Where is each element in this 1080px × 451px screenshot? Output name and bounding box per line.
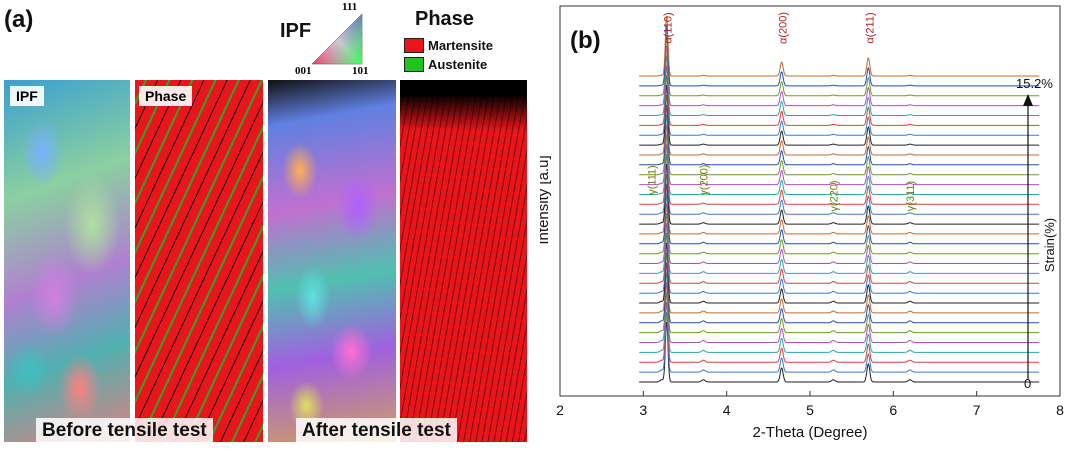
y-axis-label: Intensity [a.u] bbox=[540, 155, 552, 244]
peak-label: α(200) bbox=[778, 12, 790, 44]
series-line bbox=[639, 183, 1040, 245]
x-tick-label: 3 bbox=[639, 402, 647, 418]
series-line bbox=[639, 203, 1040, 264]
ipf-key-001: 001 bbox=[295, 65, 312, 77]
ipf-key-111: 111 bbox=[342, 1, 358, 13]
series-line bbox=[639, 134, 1040, 195]
strain-end-label: 15.2% bbox=[1016, 76, 1053, 91]
series-line bbox=[639, 213, 1040, 274]
series-line bbox=[639, 75, 1040, 136]
series-line bbox=[639, 114, 1040, 176]
series-line bbox=[639, 312, 1040, 373]
series-line bbox=[639, 282, 1040, 343]
peak-label: γ(200) bbox=[698, 164, 710, 195]
ipf-key-triangle-icon bbox=[311, 13, 363, 65]
series-line bbox=[639, 163, 1040, 225]
caption-after: After tensile test bbox=[296, 418, 457, 444]
peak-label: γ(111) bbox=[647, 165, 659, 195]
panel-b: (b) 2 3 4 5 6 7 8 α(110) α(200) α(211) γ(111) γ(20… bbox=[535, 0, 1080, 446]
x-axis-label: 2-Theta (Degree) bbox=[752, 424, 867, 441]
peak-label: α(110) bbox=[663, 12, 675, 43]
phase-map-after bbox=[400, 80, 527, 442]
x-tick-label: 8 bbox=[1056, 402, 1064, 418]
phase-legend-title: Phase bbox=[415, 8, 474, 30]
series-line bbox=[639, 25, 1040, 87]
series-line bbox=[639, 193, 1040, 255]
x-ticks: 2 3 4 5 6 7 8 bbox=[556, 391, 1064, 418]
series-line bbox=[639, 252, 1040, 314]
strain-start-label: 0 bbox=[1024, 376, 1031, 391]
xrd-chart: (b) 2 3 4 5 6 7 8 α(110) α(200) α(211) γ(111) γ(20… bbox=[535, 5, 1064, 441]
panel-a-tag: (a) bbox=[4, 6, 34, 33]
legend-martensite-label: Martensite bbox=[428, 38, 494, 53]
series-line bbox=[639, 292, 1040, 353]
series-line bbox=[639, 65, 1040, 126]
ipf-map-before-label: IPF bbox=[10, 86, 44, 106]
ipf-map-before: IPF bbox=[4, 80, 130, 442]
series-line bbox=[639, 104, 1040, 166]
caption-before: Before tensile test bbox=[36, 418, 213, 444]
martensite-swatch bbox=[404, 38, 424, 53]
panel-b-tag: (b) bbox=[570, 27, 601, 54]
series-line bbox=[639, 242, 1040, 304]
legend-austenite: Austenite bbox=[404, 57, 487, 72]
x-tick-label: 5 bbox=[806, 402, 814, 418]
series-line bbox=[639, 85, 1040, 146]
series-line bbox=[639, 272, 1040, 334]
phase-map-before: Phase bbox=[135, 80, 263, 442]
series-line bbox=[639, 45, 1040, 107]
ipf-key-101: 101 bbox=[352, 65, 369, 77]
strain-arrow-head-icon bbox=[1023, 94, 1033, 106]
series-line bbox=[639, 55, 1040, 116]
series-line bbox=[639, 94, 1040, 156]
series-line bbox=[639, 302, 1040, 363]
panel-a: (a) IPF 111 001 101 Phase Martensite Aus… bbox=[0, 0, 540, 446]
series-line bbox=[639, 35, 1040, 97]
x-tick-label: 7 bbox=[973, 402, 981, 418]
x-tick-label: 6 bbox=[889, 402, 897, 418]
x-tick-label: 4 bbox=[723, 402, 731, 418]
strain-axis-label: Strain(%) bbox=[1042, 218, 1057, 272]
peak-labels: α(110) α(200) α(211) γ(111) γ(200) γ(220) γ(31… bbox=[647, 12, 917, 212]
plot-frame bbox=[559, 5, 1061, 397]
series-group bbox=[639, 15, 1040, 383]
series-line bbox=[639, 124, 1040, 186]
series-line bbox=[639, 154, 1040, 215]
legend-austenite-label: Austenite bbox=[428, 57, 488, 72]
series-line bbox=[639, 173, 1040, 235]
ipf-key-title: IPF bbox=[280, 20, 312, 42]
peak-label: γ(311) bbox=[905, 181, 917, 211]
legend-martensite: Martensite bbox=[404, 38, 493, 53]
phase-map-before-label: Phase bbox=[139, 86, 193, 106]
series-line bbox=[639, 223, 1040, 284]
ipf-map-after bbox=[268, 80, 396, 442]
peak-label: γ(220) bbox=[828, 180, 840, 211]
series-line bbox=[639, 321, 1040, 383]
series-line bbox=[639, 262, 1040, 324]
peak-label: α(211) bbox=[864, 12, 876, 43]
x-tick-label: 2 bbox=[556, 402, 564, 418]
series-line bbox=[639, 15, 1040, 77]
series-line bbox=[639, 144, 1040, 205]
series-line bbox=[639, 233, 1040, 294]
austenite-swatch bbox=[404, 57, 424, 72]
